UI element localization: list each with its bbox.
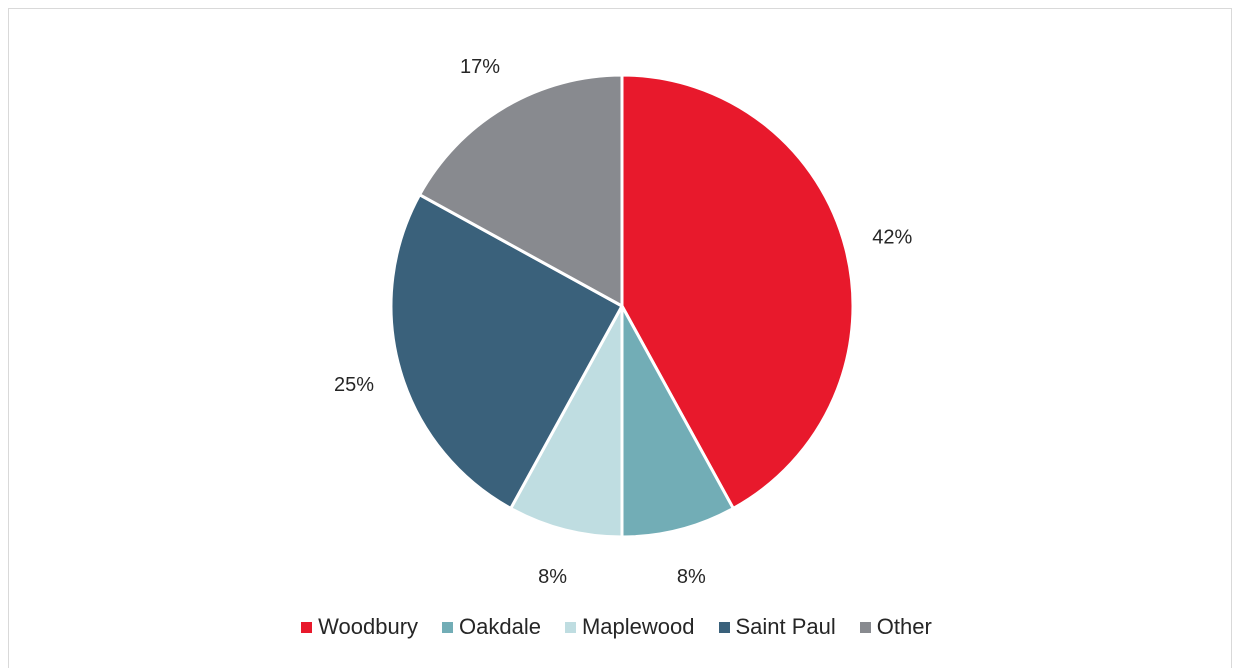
pie-slice-woodbury[interactable] — [620, 73, 855, 510]
data-label-oakdale: 8% — [677, 566, 706, 588]
legend-item-woodbury[interactable]: Woodbury — [301, 614, 418, 640]
chart-frame — [8, 8, 1232, 668]
legend-label: Woodbury — [318, 614, 419, 639]
legend-swatch — [718, 621, 730, 633]
legend-item-other[interactable]: Other — [859, 614, 932, 640]
legend-swatch — [859, 621, 871, 633]
data-label-woodbury: 42% — [872, 227, 912, 249]
legend: Woodbury Oakdale Maplewood Saint Paul Other — [0, 614, 1233, 640]
slice-labels: 42% 8% 8% 25% 17% — [334, 56, 912, 588]
legend-label: Other — [876, 614, 932, 639]
pie-slice-other[interactable] — [418, 73, 624, 308]
legend-swatch — [564, 621, 576, 633]
legend-swatch — [442, 621, 454, 633]
data-label-other: 17% — [460, 56, 500, 78]
data-label-maplewood: 8% — [538, 566, 567, 588]
legend-label: Maplewood — [581, 614, 695, 639]
legend-item-saint-paul[interactable]: Saint Paul — [718, 614, 836, 640]
legend-item-maplewood[interactable]: Maplewood — [564, 614, 695, 640]
legend-swatch — [301, 621, 313, 633]
pie-slice-saint-paul[interactable] — [389, 193, 624, 510]
pie-slice-maplewood[interactable] — [509, 304, 624, 539]
legend-label: Oakdale — [459, 614, 541, 639]
data-label-saint-paul: 25% — [334, 374, 374, 396]
legend-item-oakdale[interactable]: Oakdale — [442, 614, 541, 640]
pie-slice-oakdale[interactable] — [620, 304, 735, 539]
legend-label: Saint Paul — [735, 614, 836, 639]
pie-chart: 42% 8% 8% 25% 17% — [334, 56, 912, 588]
